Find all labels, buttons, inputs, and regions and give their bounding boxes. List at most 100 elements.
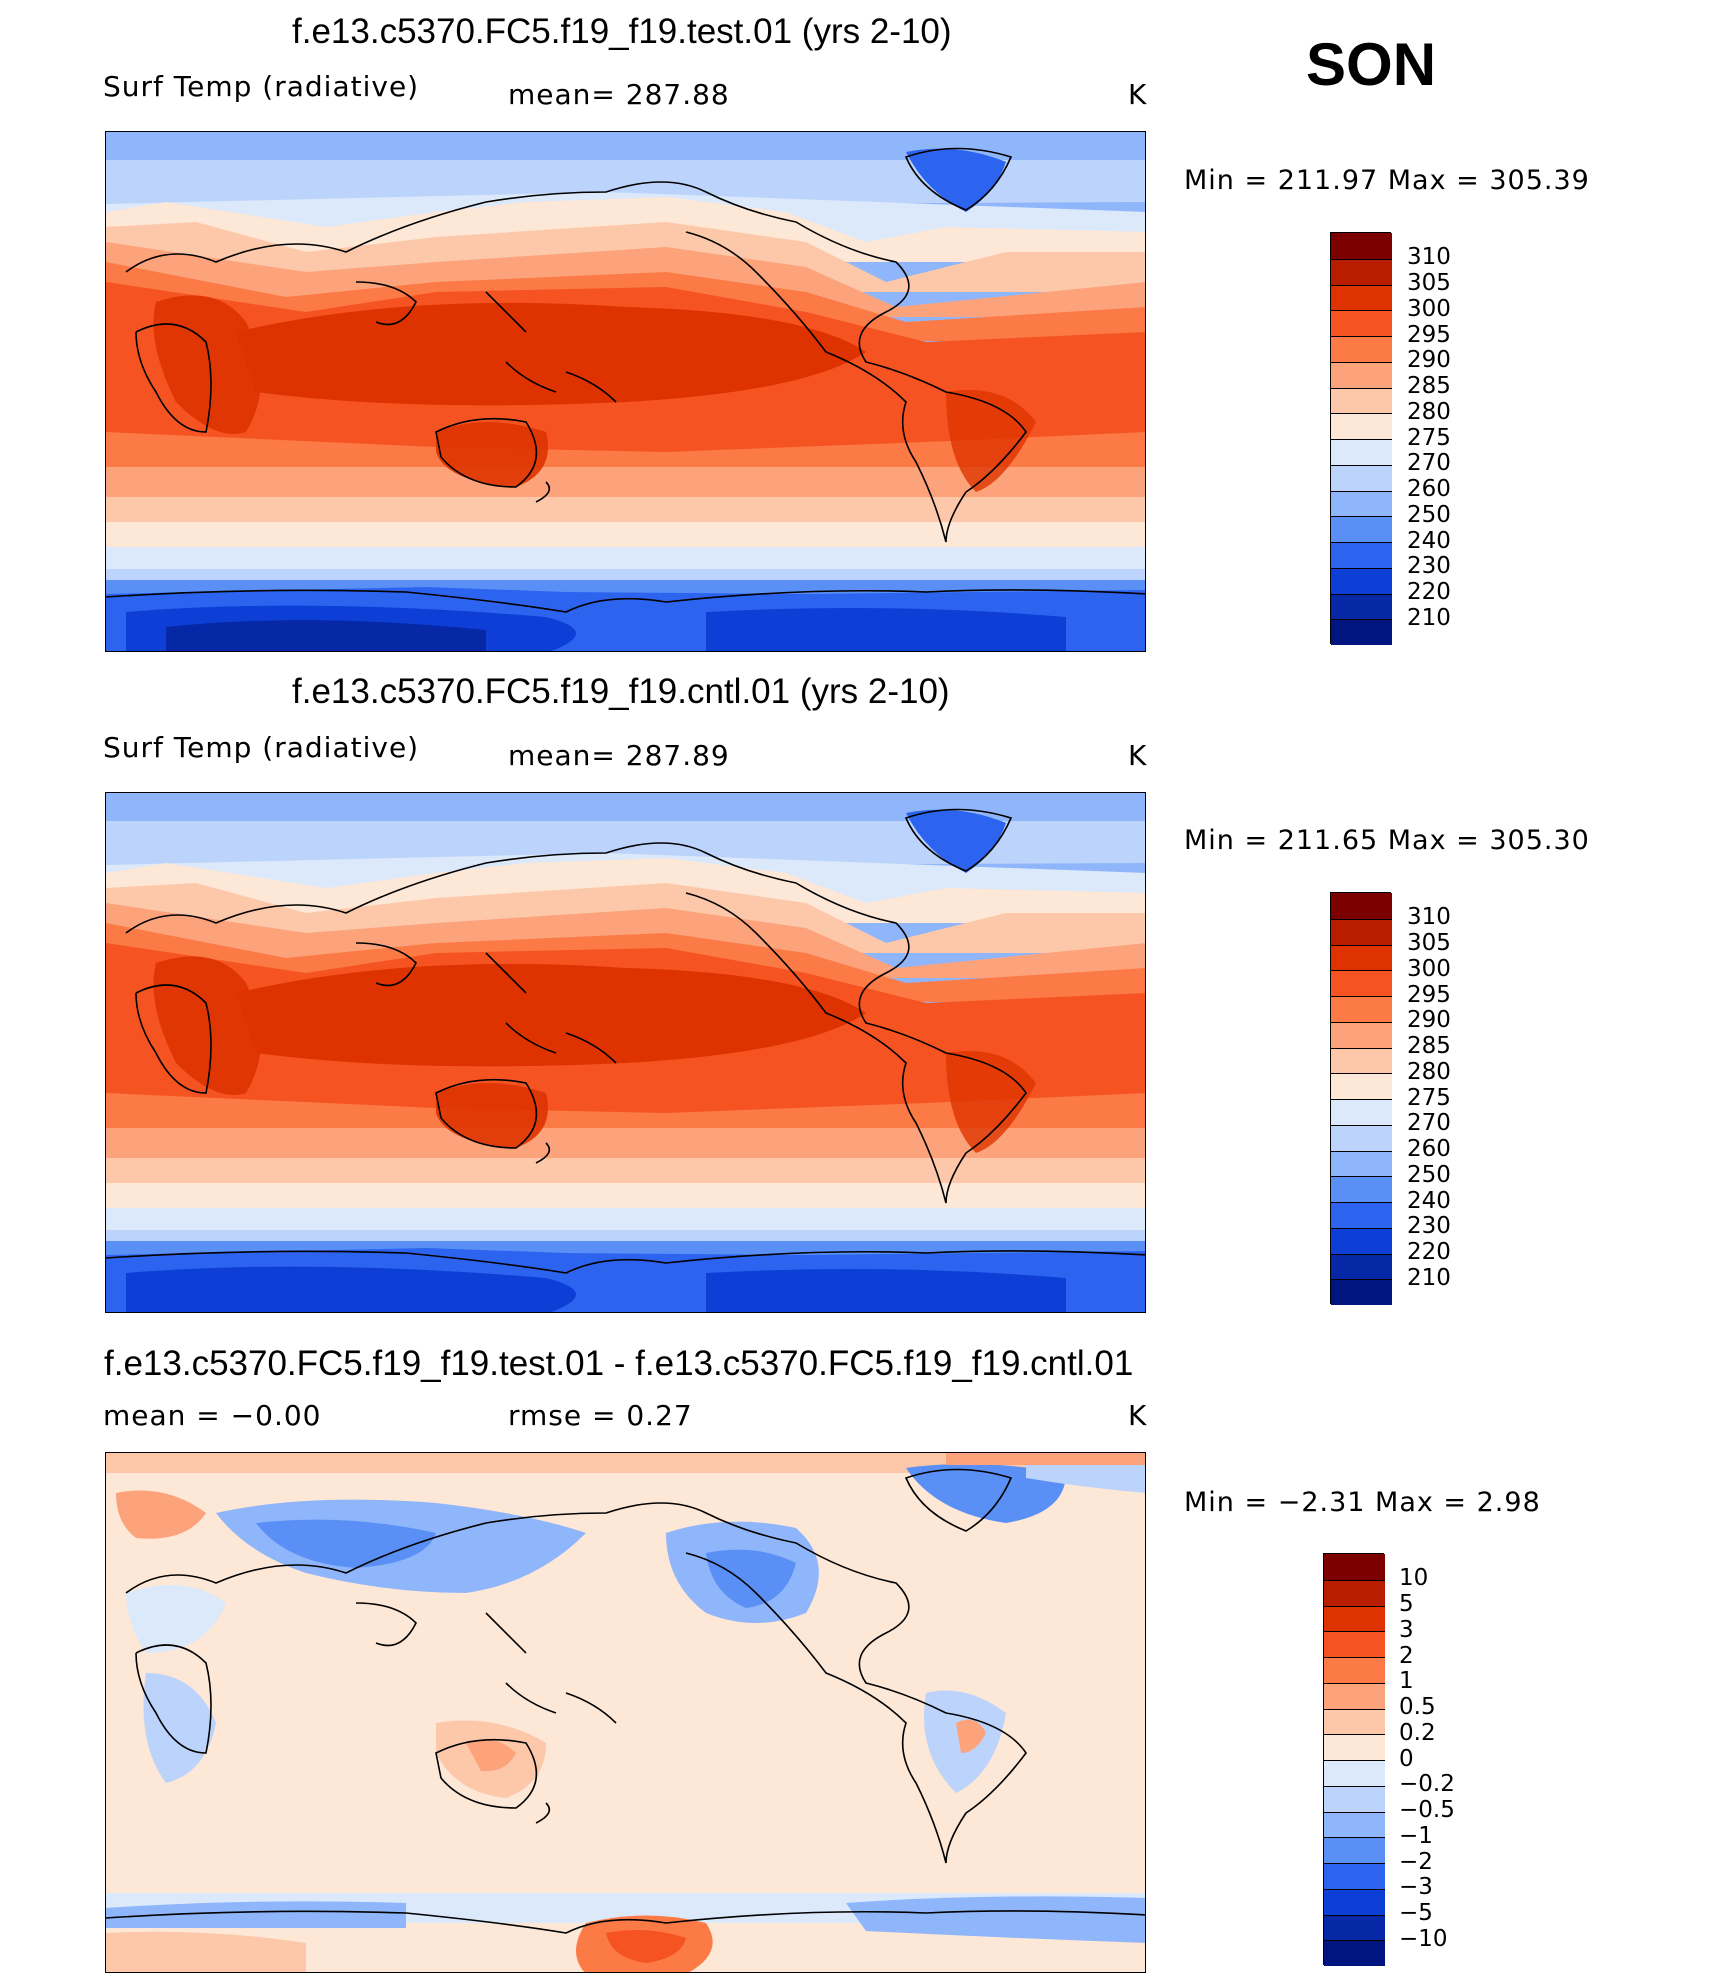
colorbar-level-label: 295 xyxy=(1407,981,1451,1008)
colorbar-bin xyxy=(1331,310,1392,336)
colorbar-bin xyxy=(1331,970,1392,996)
colorbar-level-label: 305 xyxy=(1407,930,1451,956)
panel-3-minmax: Min = −2.31 Max = 2.98 xyxy=(1184,1487,1541,1518)
colorbar-bin xyxy=(1324,1940,1385,1966)
colorbar-bin xyxy=(1324,1734,1385,1760)
panel-3-units: K xyxy=(1128,1399,1148,1432)
colorbar-level-label: −1 xyxy=(1399,1822,1433,1849)
colorbar-bin xyxy=(1331,918,1392,945)
colorbar-level-label: 5 xyxy=(1399,1591,1414,1617)
panel-1-colorbar: 310 305 300 295 290 285 280 275 270 260 250 240 230 2… xyxy=(1330,232,1530,645)
colorbar-bin xyxy=(1331,1202,1392,1228)
colorbar-level-label: 240 xyxy=(1407,527,1451,554)
colorbar-level-label: 290 xyxy=(1407,1007,1451,1034)
colorbar-level-label: 250 xyxy=(1407,1161,1451,1188)
colorbar-bin xyxy=(1331,1073,1392,1099)
colorbar-bin xyxy=(1331,516,1392,542)
colorbar-level-label: 220 xyxy=(1407,1239,1451,1265)
colorbar-level-label: 260 xyxy=(1407,1136,1451,1162)
colorbar-bin xyxy=(1331,258,1392,285)
colorbar-level-label: 290 xyxy=(1407,347,1451,374)
colorbar-level-label: 275 xyxy=(1407,424,1451,451)
colorbar-bin xyxy=(1331,944,1392,971)
colorbar-bin xyxy=(1324,1914,1385,1941)
colorbar-level-label: −10 xyxy=(1399,1925,1448,1952)
colorbar-bin xyxy=(1324,1837,1385,1863)
panel-2-mean: mean= 287.89 xyxy=(508,739,730,772)
colorbar-level-label: 220 xyxy=(1407,579,1451,605)
colorbar-level-label: 280 xyxy=(1407,1058,1451,1085)
colorbar-bin xyxy=(1324,1888,1385,1915)
colorbar-bin xyxy=(1331,619,1392,645)
colorbar-bin xyxy=(1324,1708,1385,1735)
colorbar-level-label: 250 xyxy=(1407,501,1451,528)
colorbar-level-label: 230 xyxy=(1407,1213,1451,1240)
season-label: SON xyxy=(1306,31,1437,98)
colorbar-level-label: 285 xyxy=(1407,1033,1451,1059)
colorbar-bin xyxy=(1331,233,1392,259)
panel-1-colorbar-box xyxy=(1330,232,1392,645)
colorbar-level-label: −0.5 xyxy=(1399,1797,1455,1823)
colorbar-bin xyxy=(1331,1279,1392,1305)
colorbar-bin xyxy=(1324,1579,1385,1606)
panel-2-units: K xyxy=(1128,739,1148,772)
panel-3-colorbar: 10 5 3 2 1 0.5 0.2 0 −0.2 −0.5 −1 −2 −3 −5 −10 xyxy=(1323,1553,1543,1966)
panel-2-variable: Surf Temp (radiative) xyxy=(103,731,420,764)
panel-2-minmax: Min = 211.65 Max = 305.30 xyxy=(1184,825,1590,856)
colorbar-bin xyxy=(1331,336,1392,362)
panel-3-colorbar-box xyxy=(1323,1553,1385,1966)
panel-2-colorbar: 310 305 300 295 290 285 280 275 270 260 250 240 230 2… xyxy=(1330,892,1530,1305)
panel-1-minmax: Min = 211.97 Max = 305.39 xyxy=(1184,165,1590,196)
colorbar-level-label: 230 xyxy=(1407,553,1451,580)
colorbar-level-label: −3 xyxy=(1399,1874,1433,1901)
panel-3-map xyxy=(105,1452,1146,1973)
colorbar-bin xyxy=(1331,1021,1392,1048)
panel-2-map-field xyxy=(106,793,1145,1312)
panel-2-map xyxy=(105,792,1146,1313)
colorbar-bin xyxy=(1331,1124,1392,1151)
colorbar-bin xyxy=(1331,413,1392,439)
colorbar-bin xyxy=(1331,439,1392,465)
colorbar-bin xyxy=(1331,1150,1392,1177)
colorbar-bin xyxy=(1324,1785,1385,1812)
panel-1-mean: mean= 287.88 xyxy=(508,78,730,111)
colorbar-bin xyxy=(1331,893,1392,919)
colorbar-bin xyxy=(1324,1811,1385,1838)
panel-3-title: f.e13.c5370.FC5.f19_f19.test.01 - f.e13.… xyxy=(104,1344,1134,1383)
colorbar-bin xyxy=(1331,1176,1392,1202)
colorbar-level-label: 310 xyxy=(1407,904,1451,931)
colorbar-bin xyxy=(1331,567,1392,594)
colorbar-bin xyxy=(1324,1760,1385,1786)
colorbar-level-label: 2 xyxy=(1399,1642,1414,1669)
colorbar-bin xyxy=(1324,1631,1385,1657)
colorbar-level-label: 270 xyxy=(1407,450,1451,477)
panel-3-map-field xyxy=(106,1453,1145,1972)
colorbar-level-label: 295 xyxy=(1407,321,1451,348)
colorbar-bin xyxy=(1331,542,1392,568)
panel-3-rmse: rmse = 0.27 xyxy=(508,1399,693,1432)
colorbar-level-label: 270 xyxy=(1407,1110,1451,1137)
panel-1-variable: Surf Temp (radiative) xyxy=(103,70,420,103)
panel-1-map xyxy=(105,131,1146,652)
colorbar-level-label: 0 xyxy=(1399,1745,1414,1772)
colorbar-bin xyxy=(1331,1253,1392,1280)
colorbar-level-label: 10 xyxy=(1399,1565,1429,1592)
colorbar-bin xyxy=(1324,1554,1385,1580)
colorbar-bin xyxy=(1331,1227,1392,1254)
colorbar-bin xyxy=(1331,387,1392,414)
colorbar-bin xyxy=(1331,1047,1392,1074)
colorbar-level-label: 305 xyxy=(1407,270,1451,296)
panel-3-mean: mean = −0.00 xyxy=(103,1399,322,1432)
colorbar-level-label: 210 xyxy=(1407,1264,1451,1291)
colorbar-level-label: 300 xyxy=(1407,295,1451,322)
colorbar-level-label: 210 xyxy=(1407,604,1451,631)
colorbar-level-label: −0.2 xyxy=(1399,1771,1455,1798)
colorbar-level-label: −5 xyxy=(1399,1900,1433,1926)
colorbar-level-label: 300 xyxy=(1407,955,1451,982)
colorbar-bin xyxy=(1324,1682,1385,1709)
panel-2-colorbar-box xyxy=(1330,892,1392,1305)
colorbar-level-label: 1 xyxy=(1399,1668,1414,1695)
panel-1-map-field xyxy=(106,132,1145,651)
colorbar-bin xyxy=(1331,593,1392,620)
colorbar-bin xyxy=(1331,1099,1392,1125)
